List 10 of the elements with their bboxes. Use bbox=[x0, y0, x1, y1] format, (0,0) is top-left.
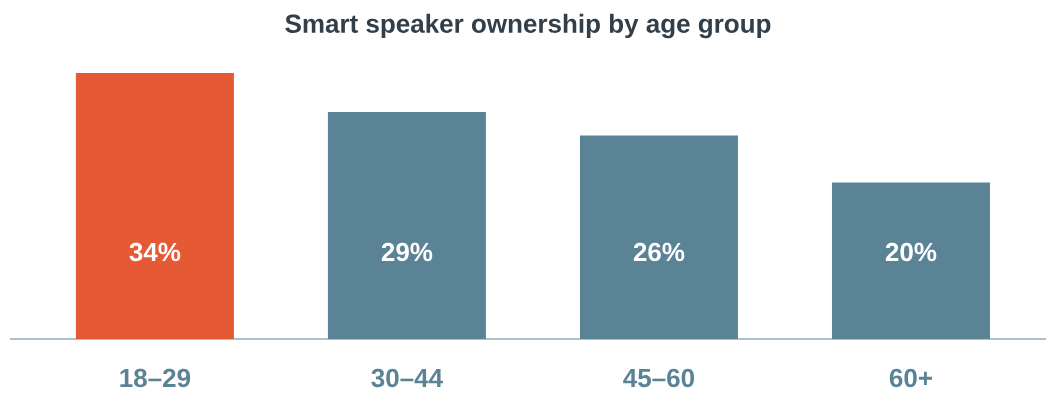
x-tick-label: 60+ bbox=[889, 368, 932, 388]
chart-title: Smart speaker ownership by age group bbox=[285, 13, 771, 39]
x-tick-label: 30–44 bbox=[371, 368, 443, 388]
data-label: 29% bbox=[381, 242, 433, 262]
bar bbox=[75, 73, 234, 339]
x-tick-label: 18–29 bbox=[120, 368, 191, 388]
data-label: 34% bbox=[129, 242, 181, 262]
data-label: 26% bbox=[633, 242, 685, 262]
data-label: 20% bbox=[885, 242, 937, 262]
x-tick-label: 45–60 bbox=[623, 368, 695, 388]
